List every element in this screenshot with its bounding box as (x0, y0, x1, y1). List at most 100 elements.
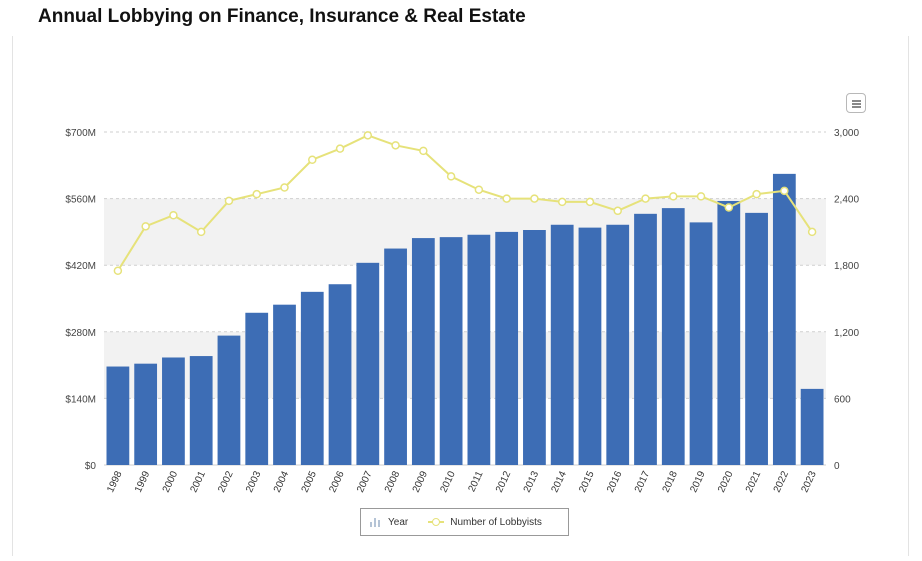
x-axis-tick-label: 2000 (161, 469, 181, 494)
lobbyists-point (113, 266, 123, 275)
lobbyists-point (780, 186, 789, 196)
lobbyists-point (585, 197, 595, 207)
x-axis-tick-label: 1998 (105, 469, 125, 494)
lobbyists-point (391, 141, 400, 150)
chart-title: Annual Lobbying on Finance, Insurance & … (38, 6, 526, 27)
card-border-left (12, 36, 13, 556)
x-axis-tick-label: 2020 (716, 469, 736, 494)
legend-item-lobbyists[interactable]: Number of Lobbyists (428, 517, 542, 528)
card-border-right (908, 36, 909, 556)
bar (217, 335, 241, 465)
x-axis-tick-label: 2015 (577, 469, 597, 494)
lobbyists-point (752, 189, 761, 199)
right-axis-tick-label: 0 (834, 461, 840, 472)
bar (800, 388, 824, 465)
x-axis-tick-label: 2006 (327, 469, 347, 494)
x-axis-tick-label: 2022 (772, 469, 792, 494)
x-axis-tick-label: 2004 (272, 469, 292, 494)
menu-icon-line (852, 103, 861, 105)
x-axis-tick-label: 2021 (744, 469, 764, 494)
x-axis-tick-label: 2013 (522, 469, 542, 494)
lobbyists-point (557, 197, 567, 207)
bar (523, 229, 546, 465)
bar (745, 212, 768, 465)
x-axis-tick-label: 2010 (438, 469, 458, 494)
lobbyists-point (280, 183, 289, 192)
right-axis-tick-label: 1,200 (834, 328, 859, 339)
right-axis-tick-label: 1,800 (834, 261, 859, 272)
bar (578, 227, 602, 465)
legend-item-year[interactable]: Year (370, 517, 408, 528)
bar (384, 248, 407, 465)
x-axis-tick-label: 2023 (799, 469, 819, 494)
bar (606, 224, 630, 465)
bar (550, 224, 574, 465)
right-axis-labels: 0 600 1,200 1,800 2,400 3,000 (834, 128, 859, 472)
lobbyists-point (252, 189, 261, 199)
legend-label-lobbyists: Number of Lobbyists (450, 516, 542, 528)
bar (328, 284, 352, 465)
bar (162, 357, 185, 465)
lobbyists-point (308, 155, 317, 164)
left-axis-tick-label: $280M (65, 328, 96, 339)
x-axis-tick-label: 1999 (133, 469, 153, 494)
bar (189, 356, 213, 465)
bar (273, 304, 296, 465)
lobbyists-point (474, 185, 484, 194)
x-axis-tick-label: 2016 (605, 469, 625, 494)
lobbyists-point (363, 131, 373, 140)
x-axis-tick-label: 2008 (383, 469, 403, 494)
bar (245, 312, 269, 465)
chart-legend: Year Number of Lobbyists (360, 508, 569, 536)
bar (661, 208, 685, 465)
lobbyists-point (419, 146, 428, 156)
lobbyists-point (335, 144, 345, 153)
bar (717, 200, 741, 465)
bar (772, 173, 796, 465)
bar (300, 291, 324, 465)
bar (356, 262, 380, 465)
right-axis-tick-label: 2,400 (834, 195, 859, 206)
x-axis-tick-label: 2017 (633, 469, 653, 494)
chart-menu-button[interactable] (846, 93, 866, 113)
left-axis-tick-label: $700M (65, 128, 96, 139)
lobbyists-point (669, 192, 678, 201)
right-axis-tick-label: 600 (834, 394, 851, 405)
x-axis-labels: 1998 1999 2000 2001 2002 2003 2004 2005 2006 2007… (105, 469, 819, 494)
lobbyists-point (724, 203, 734, 212)
lobbyists-point (169, 211, 178, 220)
bar (134, 363, 158, 465)
bar (467, 234, 491, 465)
x-axis-tick-label: 2019 (688, 469, 708, 494)
x-axis-tick-label: 2002 (216, 469, 236, 494)
x-axis-tick-label: 2001 (189, 469, 209, 494)
lobbyists-point (613, 206, 622, 216)
bar-chart-icon (370, 517, 382, 527)
lobbyists-point (641, 194, 650, 203)
menu-icon-line (852, 100, 861, 102)
bar-series (106, 173, 824, 465)
lobbyists-point (807, 227, 817, 237)
bar (411, 238, 435, 465)
line-marker-icon (428, 517, 445, 527)
lobbyists-point (196, 227, 206, 237)
x-axis-tick-label: 2007 (355, 469, 375, 494)
left-axis-tick-label: $420M (65, 261, 96, 272)
left-axis-labels: $0 $140M $280M $420M $560M $700M (65, 128, 96, 472)
x-axis-tick-label: 2014 (550, 469, 570, 494)
left-axis-tick-label: $140M (65, 394, 96, 405)
bar (495, 231, 519, 465)
lobbyists-point (224, 196, 234, 206)
lobbyists-point (141, 222, 150, 231)
legend-label-year: Year (388, 516, 409, 528)
x-axis-tick-label: 2012 (494, 469, 514, 494)
bar (689, 222, 713, 465)
right-axis-tick-label: 3,000 (834, 128, 859, 139)
x-axis-tick-label: 2005 (300, 469, 320, 494)
x-axis-tick-label: 2011 (467, 469, 486, 494)
x-axis-tick-label: 2009 (411, 469, 431, 494)
bar (634, 213, 657, 465)
lobbyists-point (530, 194, 539, 203)
x-axis-tick-label: 2003 (244, 469, 264, 494)
